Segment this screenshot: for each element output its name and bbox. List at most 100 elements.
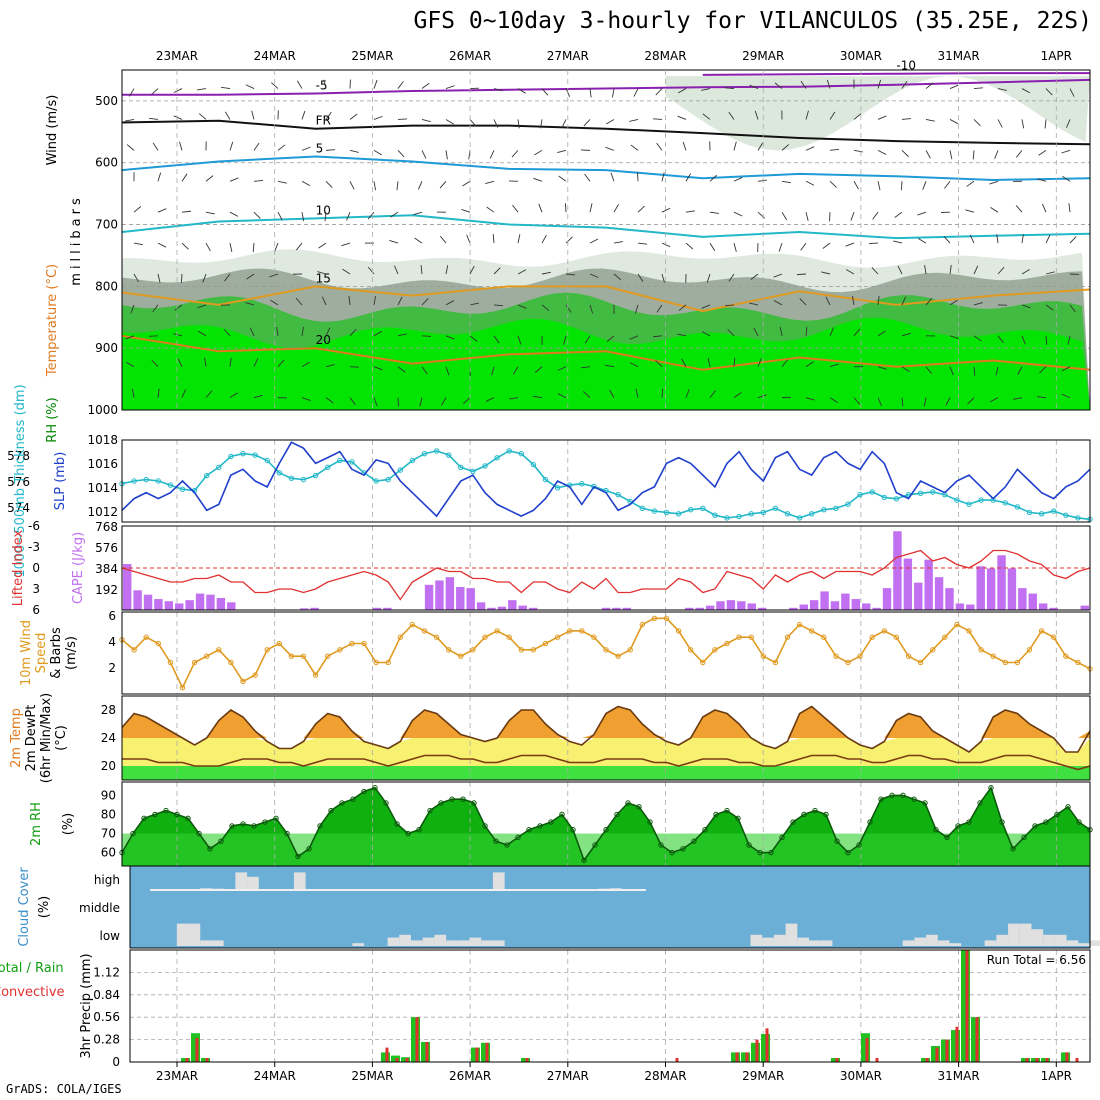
- wind-barb: [685, 173, 692, 182]
- slp-line: [121, 441, 1091, 518]
- wind-speed-point: [712, 647, 718, 653]
- cape-bar: [872, 607, 881, 610]
- thickness-point: [349, 459, 355, 465]
- wind-barb: [223, 328, 231, 337]
- rh-point: [548, 819, 554, 825]
- wind-speed-point: [288, 653, 295, 659]
- wind-barb: [949, 84, 959, 89]
- wind-barb: [702, 113, 711, 120]
- wind-barb: [589, 88, 592, 98]
- wind-barb: [151, 359, 159, 368]
- wind-barb: [589, 304, 594, 314]
- thickness-point: [809, 511, 815, 517]
- wind-barb: [421, 119, 431, 123]
- day-label-bottom: 29MAR: [742, 1069, 784, 1083]
- precip-conv-bar: [975, 1017, 979, 1062]
- thickness-point: [252, 452, 258, 458]
- rh-point: [658, 842, 664, 848]
- wind-barb: [317, 271, 327, 275]
- cloud-low-bar: [188, 923, 201, 946]
- wind-barb: [901, 397, 904, 407]
- wind-barb: [390, 211, 399, 218]
- thickness-point: [893, 496, 900, 502]
- wind-barb: [897, 265, 903, 275]
- wind-barb: [157, 172, 162, 182]
- wind-barb: [157, 208, 167, 213]
- wind-barb: [925, 297, 933, 306]
- ylabel-millibars: millibars: [69, 194, 84, 285]
- rh-point: [922, 800, 928, 806]
- wind-barb: [445, 119, 454, 125]
- wind-speed-point: [1026, 647, 1033, 653]
- wind-barb: [877, 181, 881, 191]
- wind-barb: [925, 82, 934, 89]
- wind-barb: [152, 142, 159, 151]
- wind-barb: [924, 265, 927, 275]
- thickness-point: [143, 476, 149, 483]
- level-tick: 500: [95, 94, 118, 108]
- precip-conv-bar: [195, 1038, 199, 1062]
- wind-barb: [606, 335, 615, 342]
- ylabel-precip: 3hr Precip (mm): [79, 953, 94, 1058]
- rh-point: [251, 823, 257, 829]
- isotherm-label-10: 10: [316, 203, 331, 217]
- wind-barb: [781, 144, 790, 151]
- wind-speed-point: [869, 634, 875, 640]
- thickness-point: [615, 491, 621, 498]
- cloud-low-bar: [446, 940, 458, 946]
- thickness-point: [881, 494, 887, 501]
- wind-speed-point: [772, 659, 779, 666]
- wind-barb: [277, 180, 287, 184]
- wind-speed-point: [446, 647, 452, 653]
- slp-tick: 1012: [87, 505, 118, 519]
- rh-point: [438, 800, 444, 806]
- wind-barb: [197, 88, 207, 91]
- cape-tick: 768: [95, 520, 118, 534]
- cloud-low-bar: [1043, 934, 1055, 946]
- wind-barb: [661, 273, 665, 283]
- wind-barb: [541, 235, 547, 244]
- wind-barb: [205, 175, 214, 182]
- thickness-point: [1051, 508, 1057, 514]
- cape-bar: [487, 607, 496, 610]
- wind-barb: [485, 397, 495, 402]
- precip-tick: 0: [112, 1055, 120, 1069]
- cloud-high-bar: [492, 872, 505, 890]
- upper-ylabel: Temperature (°C) Wind (m/s) RH (%): [45, 95, 60, 443]
- lifted-tick: 6: [32, 603, 40, 617]
- wind-barb: [845, 242, 855, 247]
- rh-tick: 80: [101, 807, 116, 821]
- wind-barb: [197, 304, 207, 309]
- ylabel-temp-2: (6hr Min/Max): [39, 693, 54, 783]
- wind-speed-point: [518, 647, 524, 653]
- wind-barb: [918, 238, 927, 244]
- wind-barb: [826, 79, 831, 89]
- wind-speed-point: [748, 634, 754, 640]
- wind-barb: [517, 88, 526, 94]
- wind-barb: [1015, 205, 1023, 213]
- wind-barb: [750, 273, 759, 280]
- wind-barb: [707, 357, 711, 367]
- thickness-point: [663, 509, 670, 516]
- wind-barb: [179, 141, 183, 151]
- precip-tick: 0.84: [93, 988, 120, 1002]
- wind-barb: [485, 180, 495, 185]
- wind-barb: [757, 179, 767, 182]
- cape-tick: 576: [95, 541, 118, 555]
- wind-barb: [564, 203, 567, 213]
- wind-barb: [581, 366, 591, 369]
- wind-barb: [517, 269, 527, 275]
- thickness-point: [312, 472, 319, 479]
- wind-barb: [901, 150, 909, 157]
- isotherm--10: [702, 72, 1090, 76]
- cape-bar: [123, 564, 132, 610]
- thickness-point: [724, 515, 730, 521]
- wind-barb: [973, 366, 976, 376]
- wind-speed-point: [276, 640, 282, 647]
- wind-speed-point: [760, 653, 766, 659]
- wind-barb: [1067, 335, 1071, 345]
- wind-barb: [677, 88, 687, 94]
- rh-point: [218, 838, 224, 844]
- wind-barb: [805, 326, 808, 336]
- wind-barb: [709, 242, 716, 251]
